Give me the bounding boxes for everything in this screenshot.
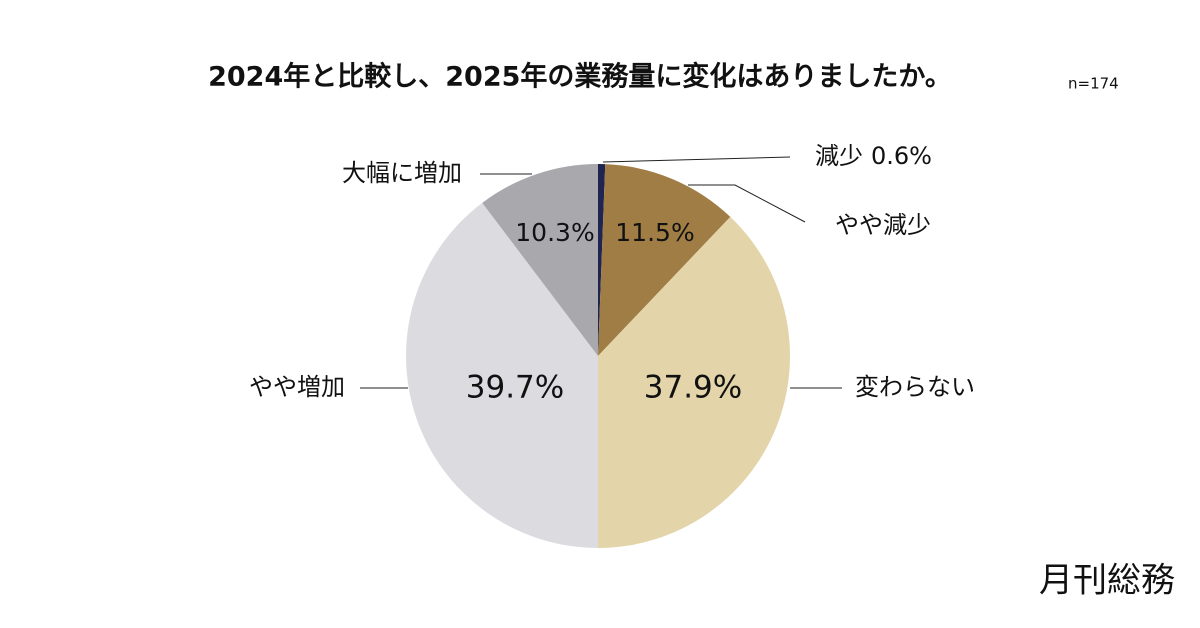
chart-title: 2024年と比較し、2025年の業務量に変化はありましたか。 — [208, 61, 952, 93]
category-label: やや増加 — [249, 373, 345, 401]
pie-slice — [598, 216, 791, 549]
brand: 月刊総務 — [1039, 561, 1175, 601]
category-label: 変わらない — [855, 373, 975, 401]
leader-line — [602, 156, 791, 163]
pie-slice — [482, 164, 598, 356]
pie-slice — [406, 202, 598, 548]
value-label: 37.9% — [644, 370, 742, 406]
value-label: 10.3% — [515, 218, 594, 247]
value-label: 0.6% — [871, 142, 932, 170]
leader-line — [688, 184, 806, 223]
value-label: 39.7% — [466, 370, 564, 406]
category-label: やや減少 — [835, 211, 931, 239]
category-label: 大幅に増加 — [342, 159, 462, 187]
value-label: 11.5% — [615, 218, 694, 247]
pie-slice — [598, 164, 606, 356]
category-label: 減少 — [815, 142, 863, 170]
sample-size: n=174 — [1068, 75, 1119, 93]
pie-slice — [598, 164, 731, 356]
